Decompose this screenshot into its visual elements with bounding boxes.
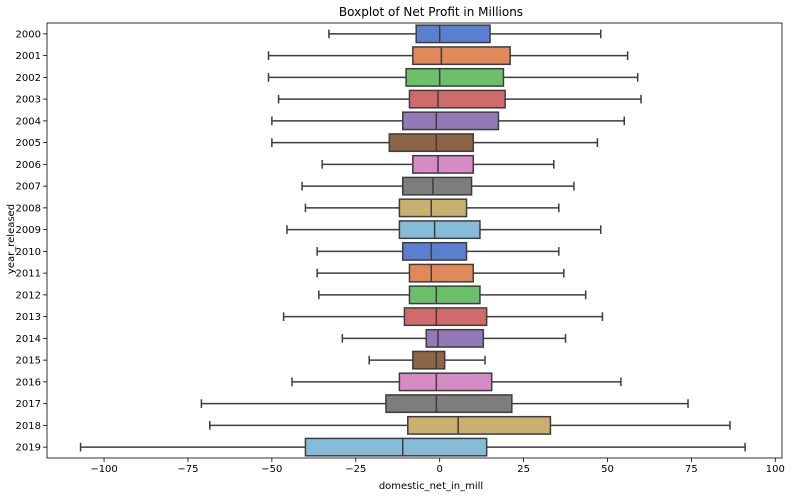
y-tick-label: 2002 xyxy=(16,73,41,84)
x-tick-label: −100 xyxy=(90,464,117,475)
y-tick-label: 2013 xyxy=(16,312,41,323)
box-2001 xyxy=(412,46,511,66)
box-2013 xyxy=(403,307,488,327)
box-2006 xyxy=(412,154,474,174)
x-tick-label: −50 xyxy=(261,464,282,475)
box-2014 xyxy=(425,328,485,348)
box-2015 xyxy=(412,350,446,370)
y-tick-label: 2008 xyxy=(16,203,41,214)
x-tick-label: 50 xyxy=(601,464,614,475)
x-tick-label: 0 xyxy=(436,464,442,475)
box-2017 xyxy=(385,394,513,414)
box-2019 xyxy=(304,437,488,457)
box-2000 xyxy=(415,24,491,44)
plot-area: −100 −75 −50 −25 0 25 50 75 100 2000 2001 2002 2003 2… xyxy=(16,24,785,475)
y-tick-label: 2012 xyxy=(16,290,41,301)
x-tick-label: 100 xyxy=(766,464,785,475)
box-2011 xyxy=(408,263,474,283)
box-2003 xyxy=(408,89,506,109)
y-tick-label: 2004 xyxy=(16,116,41,127)
y-tick-label: 2019 xyxy=(16,443,41,454)
y-tick-label: 2014 xyxy=(16,334,41,345)
box-2018 xyxy=(407,415,552,435)
box-2009 xyxy=(398,220,481,240)
x-axis-label: domestic_net_in_mill xyxy=(379,481,483,492)
y-tick-label: 2016 xyxy=(16,377,41,388)
y-tick-label: 2006 xyxy=(16,160,41,171)
y-axis-label: year_released xyxy=(6,204,17,274)
y-tick-label: 2007 xyxy=(16,182,41,193)
y-tick-label: 2018 xyxy=(16,421,41,432)
y-tick-label: 2000 xyxy=(16,29,41,40)
x-tick-label: −75 xyxy=(177,464,198,475)
box-2016 xyxy=(398,372,493,392)
x-tick-label: −25 xyxy=(345,464,366,475)
box-2005 xyxy=(388,133,474,153)
y-tick-label: 2009 xyxy=(16,225,41,236)
y-tick-label: 2015 xyxy=(16,356,41,367)
plot-frame xyxy=(46,22,783,459)
box-2008 xyxy=(398,198,468,218)
box-2012 xyxy=(408,285,481,305)
y-tick-label: 2017 xyxy=(16,399,41,410)
box-2002 xyxy=(405,67,505,87)
box-2007 xyxy=(402,176,473,196)
y-tick-label: 2011 xyxy=(16,269,41,280)
x-tick-label: 75 xyxy=(685,464,698,475)
y-tick-label: 2005 xyxy=(16,138,41,149)
y-tick-label: 2003 xyxy=(16,95,41,106)
box-2010 xyxy=(402,241,468,261)
y-tick-label: 2010 xyxy=(16,247,41,258)
box-2004 xyxy=(402,111,500,131)
x-tick-label: 25 xyxy=(517,464,530,475)
chart-title: Boxplot of Net Profit in Millions xyxy=(339,5,523,19)
y-tick-label: 2001 xyxy=(16,51,41,62)
